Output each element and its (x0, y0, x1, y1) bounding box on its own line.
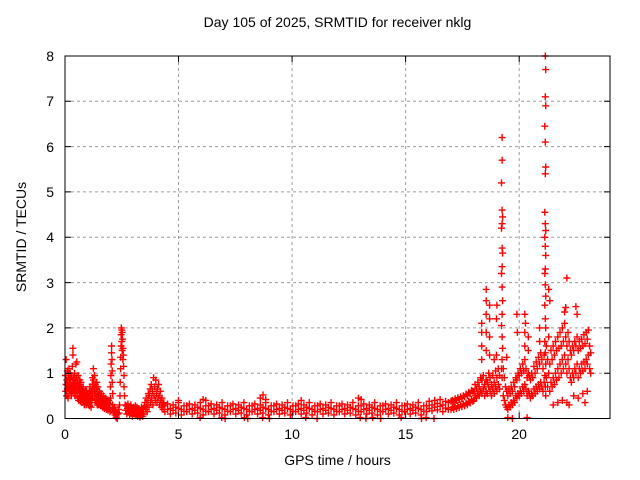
x-tick-label: 15 (397, 426, 414, 442)
y-tick-label: 1 (46, 365, 54, 382)
y-tick-label: 4 (46, 229, 54, 246)
y-tick-label: 5 (46, 183, 54, 200)
x-tick-label: 0 (61, 426, 69, 442)
x-axis-label: GPS time / hours (284, 452, 391, 468)
y-tick-label: 6 (46, 138, 54, 155)
y-tick-label: 0 (46, 410, 54, 427)
x-tick-label: 5 (174, 426, 183, 442)
y-tick-label: 7 (46, 93, 54, 110)
y-tick-label: 3 (46, 274, 54, 291)
gridlines (65, 56, 610, 419)
x-tick-label: 10 (284, 426, 300, 442)
plot-border (64, 55, 611, 419)
y-tick-label: 8 (46, 48, 54, 64)
x-tick-label: 20 (511, 426, 527, 442)
y-tick-label: 2 (46, 319, 54, 336)
chart-title: Day 105 of 2025, SRMTID for receiver nkl… (203, 14, 472, 30)
scatter-points (62, 52, 595, 422)
